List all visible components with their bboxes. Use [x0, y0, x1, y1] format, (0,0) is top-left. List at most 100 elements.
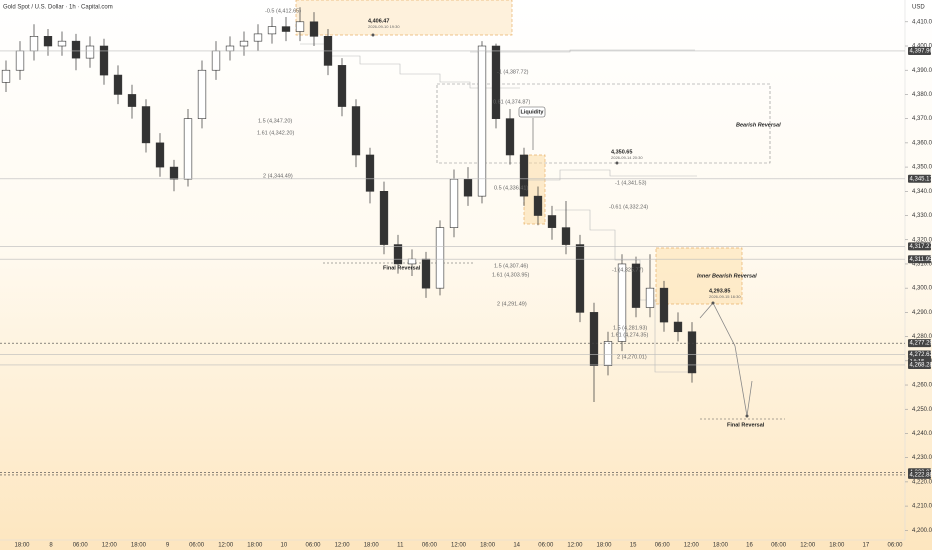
x-tick-label: 18:00 — [364, 543, 380, 549]
y-tick-label: 4,320.00 — [912, 237, 932, 243]
y-tick-label: 4,380.00 — [912, 92, 932, 98]
annotation: 1.5 (4,281.93) — [613, 325, 647, 331]
candle-body — [379, 191, 389, 245]
x-tick-label: 06:00 — [887, 543, 903, 549]
candle-body — [505, 118, 515, 156]
y-tick-label: 4,200.00 — [912, 528, 932, 534]
liquidity-box — [518, 106, 546, 118]
candle-body — [631, 263, 641, 308]
x-tick-label: 16 — [746, 543, 753, 549]
candle-body — [477, 45, 487, 197]
x-tick-label: 10 — [281, 543, 288, 549]
x-tick-label: 15 — [630, 543, 637, 549]
annotation: 2 (4,270.01) — [617, 354, 647, 360]
price-badge-label: 4,345.17 — [910, 176, 932, 182]
price-badge-label: 4,268.28 — [910, 363, 932, 369]
annotation: 2026-09-10 19:30 — [368, 24, 400, 29]
x-tick-label: 17 — [863, 543, 870, 549]
x-tick-label: 14 — [513, 543, 520, 549]
y-tick-label: 4,400.00 — [912, 44, 932, 50]
annotation: 1.61 (4,342.20) — [257, 130, 294, 136]
candle-body — [113, 74, 123, 95]
price-badge — [908, 339, 931, 348]
x-tick-label: 06:00 — [189, 543, 205, 549]
annotation: 4,406.47 — [368, 18, 389, 24]
annotation: Liquidity — [521, 109, 545, 115]
candle-body — [15, 50, 25, 71]
annotation: 4,350.65 — [611, 149, 632, 155]
annotation: -1 (4,341.53) — [615, 180, 647, 186]
candle-body — [267, 26, 277, 35]
x-tick-label: 12:00 — [684, 543, 700, 549]
x-tick-label: 18:00 — [14, 543, 30, 549]
candle-body — [449, 178, 459, 228]
candle-body — [435, 227, 445, 289]
price-badge — [908, 255, 931, 264]
candle-body — [1, 69, 11, 83]
y-tick-label: 4,390.00 — [912, 68, 932, 74]
y-tick-label: 4,310.00 — [912, 262, 932, 268]
annotation: Final Reversal — [727, 422, 765, 428]
x-tick-label: 12:00 — [335, 543, 351, 549]
x-tick-label: 18:00 — [829, 543, 845, 549]
candle-body — [155, 142, 165, 168]
price-badge-label: 4,222.88 — [910, 472, 932, 478]
price-badge — [908, 350, 931, 359]
candle-body — [589, 312, 599, 366]
annotation: 2026-09-14 20:30 — [611, 155, 643, 160]
annotation: 1.5 (4,347.20) — [258, 118, 292, 124]
y-tick-label: 4,220.00 — [912, 479, 932, 485]
annotation: 1.5 (4,307.46) — [494, 263, 528, 269]
y-tick-label: 4,280.00 — [912, 334, 932, 340]
candle-body — [211, 50, 221, 71]
candle-body — [197, 69, 207, 119]
y-tick-label: 4,230.00 — [912, 455, 932, 461]
y-tick-label: 4,260.00 — [912, 383, 932, 389]
x-tick-label: 18:00 — [596, 543, 612, 549]
y-tick-label: 4,350.00 — [912, 165, 932, 171]
price-badge — [908, 174, 931, 183]
candle-body — [71, 40, 81, 59]
candle-body — [533, 195, 543, 216]
candle-body — [141, 106, 151, 144]
candle-body — [575, 244, 585, 313]
annotation: 2 (4,291.49) — [497, 301, 527, 307]
x-tick-label: 18:00 — [480, 543, 496, 549]
candle-body — [225, 45, 235, 52]
x-tick-label: 18:00 — [713, 543, 729, 549]
y-tick-label: 4,410.00 — [912, 19, 932, 25]
price-badge-label: 4,277.29 — [910, 341, 932, 347]
candle-body — [85, 45, 95, 59]
candle-body — [295, 21, 305, 32]
annotation: 0.5 (4,336.41) — [494, 185, 528, 191]
candle-body — [337, 65, 347, 107]
candle-body — [351, 106, 361, 156]
candle-body — [281, 26, 291, 32]
y-tick-label: 4,340.00 — [912, 189, 932, 195]
y-tick-label: 4,330.00 — [912, 213, 932, 219]
candle-body — [561, 227, 571, 245]
x-tick-label: 12:00 — [102, 543, 118, 549]
x-tick-label: 06:00 — [538, 543, 554, 549]
annotation: 2 (4,344.49) — [263, 173, 293, 179]
price-badge — [908, 242, 931, 251]
candle-body — [645, 287, 655, 308]
candle-body — [99, 45, 109, 76]
x-tick-label: 06:00 — [771, 543, 787, 549]
candle-body — [239, 40, 249, 47]
candle-body — [421, 258, 431, 289]
annotation: 1.61 (4,303.95) — [492, 272, 529, 278]
x-tick-label: 8 — [49, 543, 53, 549]
price-badge-label: 4,317.27 — [910, 244, 932, 250]
candle-body — [673, 321, 683, 333]
annotation: Final Reversal — [383, 265, 421, 271]
candle-body — [463, 178, 473, 197]
candle-body — [29, 36, 39, 52]
candle-body — [687, 331, 697, 374]
candle-body — [365, 154, 375, 192]
x-tick-label: 9 — [166, 543, 170, 549]
x-tick-label: 12:00 — [451, 543, 467, 549]
annotation: 1.61 (4,274.35) — [611, 332, 648, 338]
